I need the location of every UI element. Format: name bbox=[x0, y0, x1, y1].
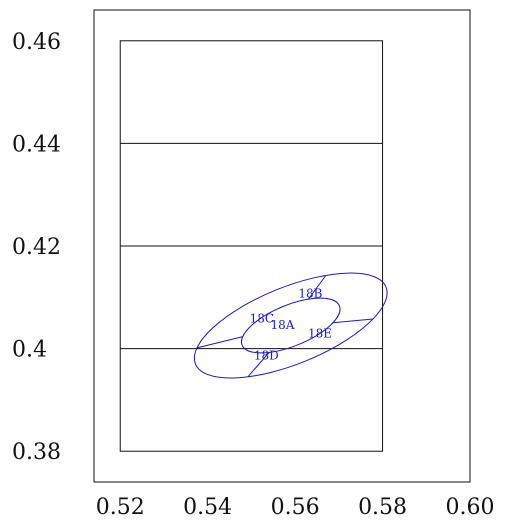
inner-ellipse bbox=[240, 297, 341, 354]
outer-ellipse bbox=[193, 272, 388, 379]
plot-frame bbox=[93, 9, 471, 483]
horizontal-lines bbox=[120, 142, 383, 350]
y-tick-label-0: 0.46 bbox=[12, 30, 61, 55]
region-label-18d: 18D bbox=[254, 348, 279, 362]
y-tick-label-3: 0.4 bbox=[12, 338, 47, 363]
x-tick-label-2: 0.56 bbox=[271, 495, 320, 520]
ring-divider-2 bbox=[247, 352, 270, 378]
ring-divider-0 bbox=[308, 275, 327, 300]
ring-divider-1 bbox=[196, 336, 243, 349]
x-tick-labels: 0.52 0.54 0.56 0.58 0.60 bbox=[96, 495, 495, 520]
y-tick-labels: 0.46 0.44 0.42 0.4 0.38 bbox=[12, 30, 61, 465]
ellipse-group: 18A 18B 18C 18D 18E bbox=[193, 272, 388, 379]
y-tick-label-4: 0.38 bbox=[12, 440, 61, 465]
region-label-18c: 18C bbox=[250, 311, 274, 325]
region-label-18e: 18E bbox=[308, 327, 332, 341]
x-tick-label-4: 0.60 bbox=[446, 495, 495, 520]
ring-divider-3 bbox=[332, 318, 374, 324]
y-tick-label-2: 0.42 bbox=[12, 235, 61, 260]
region-label-18b: 18B bbox=[298, 287, 322, 301]
x-tick-label-0: 0.52 bbox=[96, 495, 145, 520]
region-label-18a: 18A bbox=[270, 318, 294, 332]
x-tick-label-3: 0.58 bbox=[358, 495, 407, 520]
x-tick-label-1: 0.54 bbox=[183, 495, 232, 520]
y-tick-label-1: 0.44 bbox=[12, 132, 61, 157]
